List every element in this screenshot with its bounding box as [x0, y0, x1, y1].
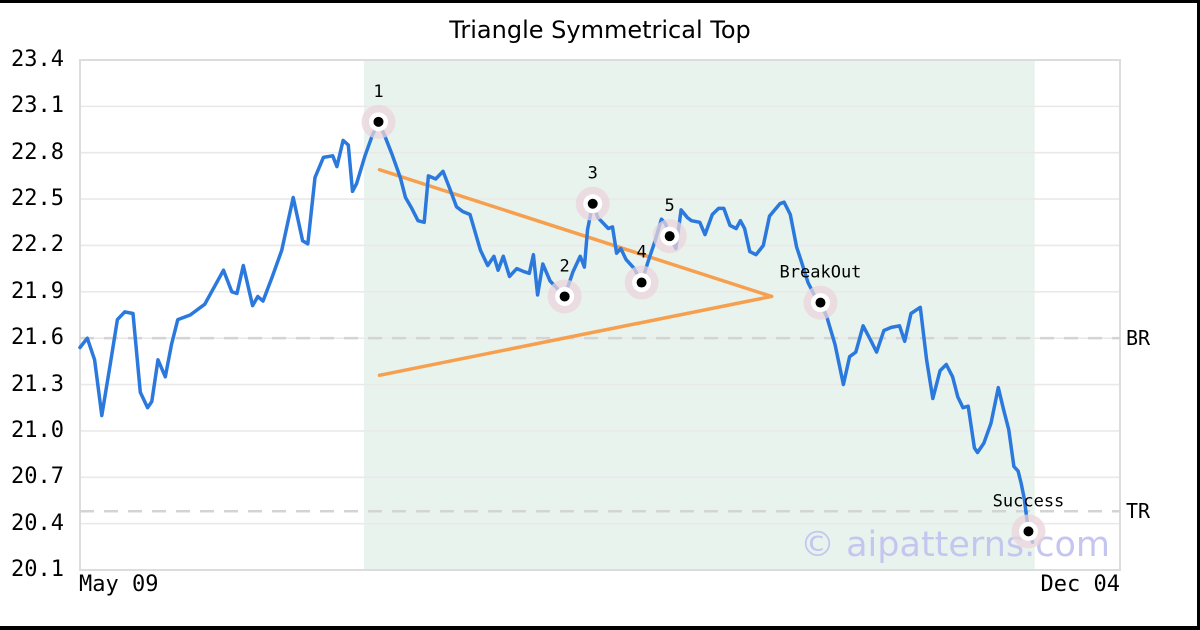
y-tick-label: 22.5: [11, 186, 64, 212]
marker-dot: [373, 116, 384, 127]
plot-foreground-layer: 1 2 3 4 5 BreakOut Success: [78, 82, 1065, 549]
frame-border-bottom: [0, 626, 1200, 630]
marker-dot: [664, 231, 675, 242]
marker-dot: [1023, 526, 1034, 537]
marker-label-2: 2: [560, 256, 570, 276]
marker-label-1: 1: [373, 82, 383, 102]
pattern-zone: [363, 60, 1035, 570]
y-tick-label: 21.9: [11, 278, 64, 304]
marker-dot: [587, 198, 598, 209]
upper-trendline: [377, 167, 774, 299]
marker-label-5: 5: [665, 196, 675, 216]
marker-dot: [815, 297, 826, 308]
y-tick-label: 22.2: [11, 232, 64, 258]
plot-border: [79, 59, 1121, 571]
y-tick-label: 23.1: [11, 93, 64, 119]
y-tick-label: 21.6: [11, 325, 64, 351]
y-tick-label: 21.0: [11, 417, 64, 443]
chart-title: Triangle Symmetrical Top: [449, 16, 751, 44]
y-tick-label: 20.1: [11, 557, 64, 582]
y-tick-label: 21.3: [11, 371, 64, 397]
watermark: © aipatterns.com: [800, 525, 1110, 565]
y-tick-label: 23.4: [11, 47, 64, 72]
marker-label-Success: Success: [993, 491, 1065, 511]
target-level-label: TR: [1126, 499, 1151, 524]
x-tick-start: May 09: [79, 572, 159, 597]
frame-border-top: [0, 0, 1200, 3]
y-tick-label: 22.8: [11, 139, 64, 165]
lower-trendline: [377, 294, 774, 378]
breakout-level-label: BR: [1126, 326, 1151, 351]
y-tick-label: 20.7: [11, 464, 64, 490]
marker-label-BreakOut: BreakOut: [780, 263, 862, 283]
plot-background-layer: [79, 59, 1121, 571]
marker-dot: [636, 277, 647, 288]
x-tick-end: Dec 04: [1040, 572, 1120, 597]
frame-border-right: [1197, 0, 1200, 630]
y-tick-label: 20.4: [11, 510, 64, 536]
marker-dot: [559, 291, 570, 302]
marker-label-4: 4: [636, 243, 646, 263]
marker-label-3: 3: [588, 164, 598, 184]
